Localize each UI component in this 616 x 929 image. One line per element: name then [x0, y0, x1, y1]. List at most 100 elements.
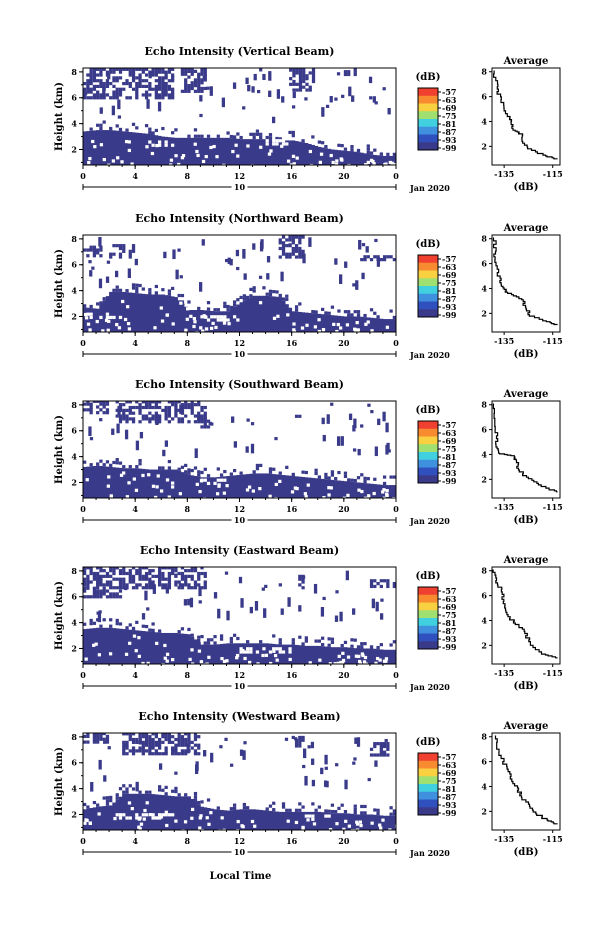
gap-cell: [281, 142, 286, 146]
echo-cell: [219, 745, 223, 749]
echo-cell: [154, 735, 158, 739]
echo-cell: [138, 411, 142, 415]
echo-cell: [128, 68, 132, 71]
echo-cell: [138, 569, 142, 573]
echo-cell: [89, 466, 94, 498]
echo-cell: [180, 752, 185, 756]
echo-cell: [229, 810, 234, 830]
echo-cell: [360, 642, 364, 646]
colorbar-segment: [418, 641, 438, 650]
echo-cell: [177, 401, 181, 404]
colorbar-segment: [418, 301, 438, 310]
echo-cell: [89, 580, 93, 584]
gap-cell: [130, 807, 134, 811]
gap-cell: [309, 163, 314, 165]
echo-cell: [109, 799, 113, 803]
echo-cell: [298, 414, 302, 418]
echo-cell: [366, 144, 370, 148]
echo-cell: [291, 644, 296, 664]
echo-cell: [102, 569, 106, 573]
echo-cell: [243, 741, 247, 745]
echo-cell: [203, 78, 207, 82]
colorbar-segment: [418, 459, 438, 468]
echo-cell: [96, 79, 100, 83]
gap-cell: [356, 328, 360, 332]
gap-cell: [327, 493, 331, 497]
echo-cell: [281, 297, 286, 301]
echo-cell: [376, 484, 381, 498]
echo-cell: [298, 249, 302, 253]
echo-cell: [314, 811, 319, 830]
echo-cell: [343, 809, 348, 814]
echo-cell: [239, 302, 244, 332]
gap-cell: [102, 157, 106, 162]
echo-cell: [131, 586, 136, 590]
average-y-tick-label: 4: [481, 449, 487, 459]
echo-cell: [376, 315, 380, 319]
echo-cell: [347, 151, 351, 165]
gap-cell: [159, 489, 164, 493]
echo-cell: [144, 586, 149, 590]
echo-cell: [184, 86, 188, 91]
echo-cell: [187, 300, 191, 304]
echo-cell: [91, 266, 95, 270]
echo-cell: [252, 470, 256, 474]
colorbar-segment: [418, 618, 438, 627]
echo-cell: [112, 90, 116, 94]
echo-cell: [193, 84, 198, 88]
gap-cell: [193, 320, 197, 324]
echo-cell: [122, 740, 126, 744]
echo-cell: [154, 743, 158, 747]
echo-cell: [324, 311, 328, 315]
colorbar-label: -57: [442, 752, 456, 762]
colorbar-segment: [418, 111, 438, 120]
echo-cell: [118, 70, 123, 74]
gap-cell: [156, 474, 160, 478]
echo-cell: [304, 97, 308, 101]
echo-cell: [102, 592, 106, 596]
echo-cell: [373, 808, 377, 812]
echo-cell: [350, 647, 355, 664]
gap-cell: [293, 486, 298, 490]
echo-cell: [206, 474, 211, 478]
echo-cell: [294, 249, 299, 253]
echo-cell: [376, 742, 380, 746]
echo-cell: [125, 626, 129, 630]
echo-cell: [112, 93, 116, 97]
echo-cell: [167, 420, 172, 424]
colorbar-unit: (dB): [416, 72, 441, 83]
colorbar-segment: [418, 134, 438, 143]
gap-cell: [278, 139, 282, 143]
echo-cell: [109, 795, 113, 800]
echo-cell: [141, 287, 145, 291]
gap-cell: [146, 661, 150, 664]
echo-cell: [151, 131, 155, 135]
gap-cell: [246, 647, 250, 651]
echo-cell: [171, 569, 175, 573]
echo-cell: [187, 86, 191, 91]
colorbar-frame: [417, 87, 439, 151]
echo-cell: [86, 73, 90, 77]
echo-cell: [154, 733, 158, 736]
echo-cell: [197, 137, 201, 165]
gap-cell: [141, 473, 145, 478]
echo-cell: [86, 586, 90, 590]
echo-cell: [157, 574, 162, 578]
gap-cell: [335, 822, 339, 826]
echo-cell: [103, 740, 107, 744]
gap-cell: [203, 478, 207, 482]
echo-cell: [164, 417, 168, 421]
echo-cell: [115, 796, 119, 800]
echo-cell: [122, 749, 126, 753]
echo-cell: [135, 749, 139, 753]
echo-cell: [174, 789, 178, 794]
echo-cell: [190, 403, 194, 407]
echo-cell: [144, 790, 149, 794]
echo-cell: [262, 473, 266, 498]
echo-cell: [161, 87, 165, 91]
echo-cell: [138, 571, 142, 576]
heatmap: [83, 235, 396, 332]
gap-cell: [92, 643, 96, 647]
echo-cell: [154, 740, 158, 744]
echo-cell: [285, 297, 289, 301]
